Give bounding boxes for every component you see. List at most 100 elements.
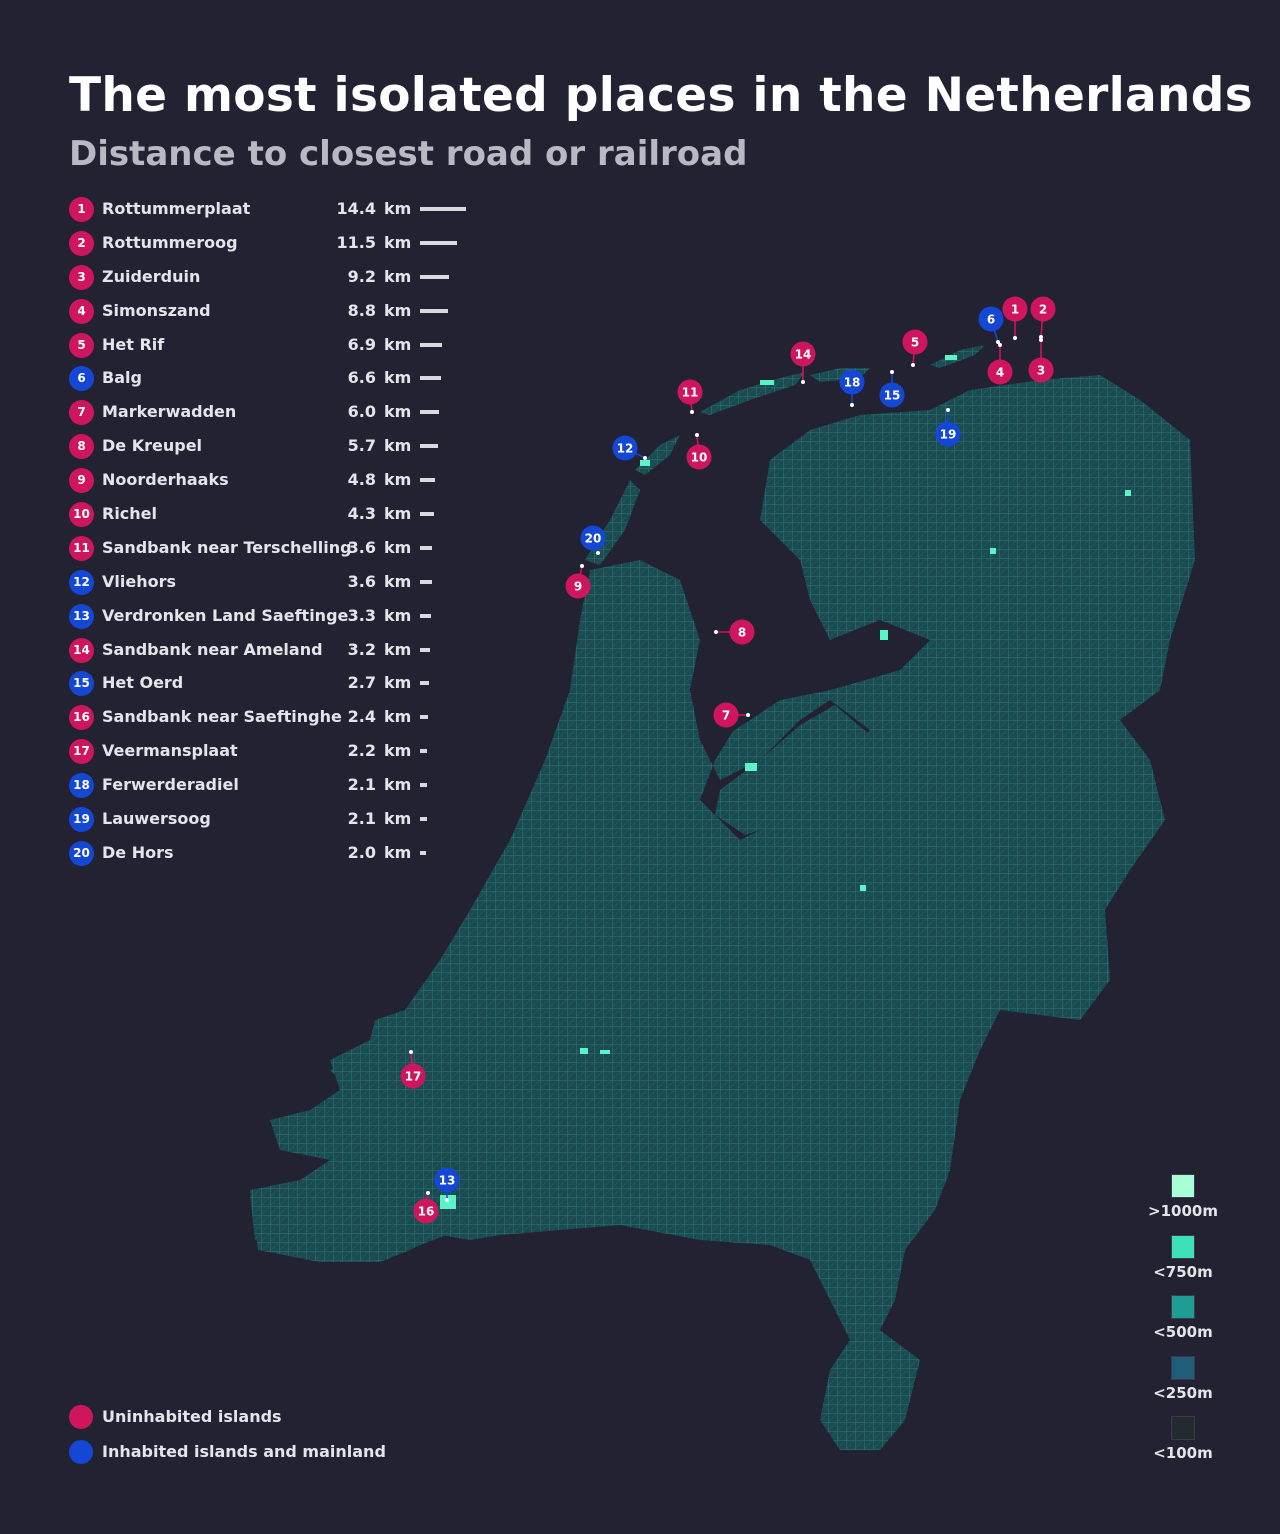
marker-label: 3 (1037, 364, 1045, 378)
marker-point (890, 370, 894, 374)
map-subtitle: Distance to closest road or railroad (69, 134, 748, 174)
distance-unit: km (384, 673, 412, 693)
marker-point (1039, 338, 1043, 342)
marker-point (946, 408, 950, 412)
rank-badge: 9 (69, 468, 94, 494)
rank-badge: 11 (69, 535, 94, 561)
place-name: Veermansplaat (102, 741, 238, 761)
distance-unit: km (384, 639, 412, 659)
rank-badge: 14 (69, 637, 94, 663)
map-marker: 17 (400, 1050, 426, 1089)
marker-label: 15 (884, 389, 901, 403)
distance-bar (420, 410, 440, 415)
place-name: De Kreupel (102, 436, 203, 456)
distance-value: 2.0 (347, 842, 376, 862)
distance-unit: km (384, 707, 412, 727)
marker-label: 12 (617, 442, 634, 456)
marker-circle (1030, 296, 1056, 322)
rank-badge: 16 (69, 705, 94, 731)
marker-point (409, 1050, 413, 1054)
ranking-row: 18 Ferwerderadiel 2.1 km (69, 770, 489, 804)
rank-badge: 1 (69, 197, 94, 222)
map-marker: 10 (686, 433, 712, 470)
rank-badge: 2 (69, 230, 94, 256)
marker-point (426, 1191, 430, 1195)
map-marker: 1 (1002, 296, 1028, 340)
place-name: Lauwersoog (102, 809, 211, 829)
distance-bar (420, 240, 457, 245)
distance-unit: km (384, 809, 412, 829)
marker-label: 10 (691, 451, 708, 465)
ranking-row: 1 Rottummerplaat 14.4 km (69, 194, 489, 228)
ranking-row: 7 Markerwadden 6.0 km (69, 397, 489, 431)
map-marker: 16 (413, 1191, 439, 1224)
ranking-row: 11 Sandbank near Terschelling 3.6 km (69, 533, 489, 567)
marker-label: 14 (795, 348, 812, 362)
scale-label: <100m (1153, 1444, 1213, 1462)
distance-bar (420, 545, 432, 550)
place-name: Vliehors (102, 571, 176, 591)
marker-label: 19 (940, 428, 957, 442)
distance-bar (420, 613, 431, 618)
marker-label: 16 (418, 1205, 435, 1219)
ranking-row: 17 Veermansplaat 2.2 km (69, 736, 489, 770)
scale-legend-item: <250m (1140, 1355, 1226, 1417)
place-name: Sandbank near Saeftinghe (102, 707, 342, 727)
marker-circle (713, 702, 739, 728)
marker-point (801, 380, 805, 384)
map-marker: 6 (978, 306, 1004, 344)
distance-value: 3.3 (347, 605, 376, 625)
distance-value: 14.4 (336, 199, 376, 218)
rank-badge: 20 (69, 840, 94, 866)
map-marker: 15 (879, 370, 905, 408)
distance-unit: km (384, 775, 412, 795)
map-marker: 7 (713, 702, 750, 728)
place-name: Balg (102, 368, 142, 388)
rank-badge: 10 (69, 502, 94, 528)
marker-label: 17 (405, 1070, 422, 1084)
distance-unit: km (384, 470, 412, 490)
map-marker: 5 (902, 329, 928, 367)
mainland-area (250, 375, 1195, 1450)
distance-unit: km (384, 300, 412, 320)
map-marker: 18 (839, 369, 865, 407)
ranking-list: 1 Rottummerplaat 14.4 km 2 Rottummeroog 11.5 km… (69, 194, 489, 872)
distance-unit: km (384, 199, 412, 218)
zeeland-island-north (330, 1050, 410, 1090)
marker-circle (1002, 296, 1028, 322)
ranking-row: 2 Rottummeroog 11.5 km (69, 228, 489, 262)
marker-label: 11 (682, 386, 699, 400)
marker-circle (1028, 357, 1054, 383)
scale-label: <500m (1153, 1323, 1213, 1341)
marker-circle (902, 329, 928, 355)
place-name: De Hors (102, 842, 174, 862)
ranking-row: 6 Balg 6.6 km (69, 363, 489, 397)
marker-label: 4 (996, 366, 1004, 380)
scale-legend-item: <750m (1140, 1234, 1226, 1296)
flevoland-area (715, 705, 870, 835)
marker-circle (612, 435, 638, 461)
distance-unit: km (384, 504, 412, 524)
marker-point (850, 403, 854, 407)
ranking-row: 12 Vliehors 3.6 km (69, 567, 489, 601)
map-marker: 12 (612, 435, 647, 461)
distance-bar (420, 478, 436, 483)
distance-bar (420, 579, 432, 584)
scale-label: <750m (1153, 1262, 1213, 1281)
map-marker: 13 (434, 1167, 460, 1202)
rank-badge: 18 (69, 773, 94, 799)
distance-bar (420, 376, 442, 381)
marker-point (996, 340, 1000, 344)
map-marker: 8 (714, 619, 755, 645)
distance-unit: km (384, 368, 412, 388)
marker-point (746, 713, 750, 717)
distance-bar (420, 207, 467, 211)
place-name: Rottummeroog (102, 232, 238, 252)
distance-bar (420, 681, 429, 686)
map-marker: 11 (677, 379, 703, 414)
distance-bar (420, 512, 434, 517)
ranking-row: 9 Noorderhaaks 4.8 km (69, 465, 489, 499)
marker-circle (790, 341, 816, 367)
place-name: Het Oerd (102, 673, 184, 693)
